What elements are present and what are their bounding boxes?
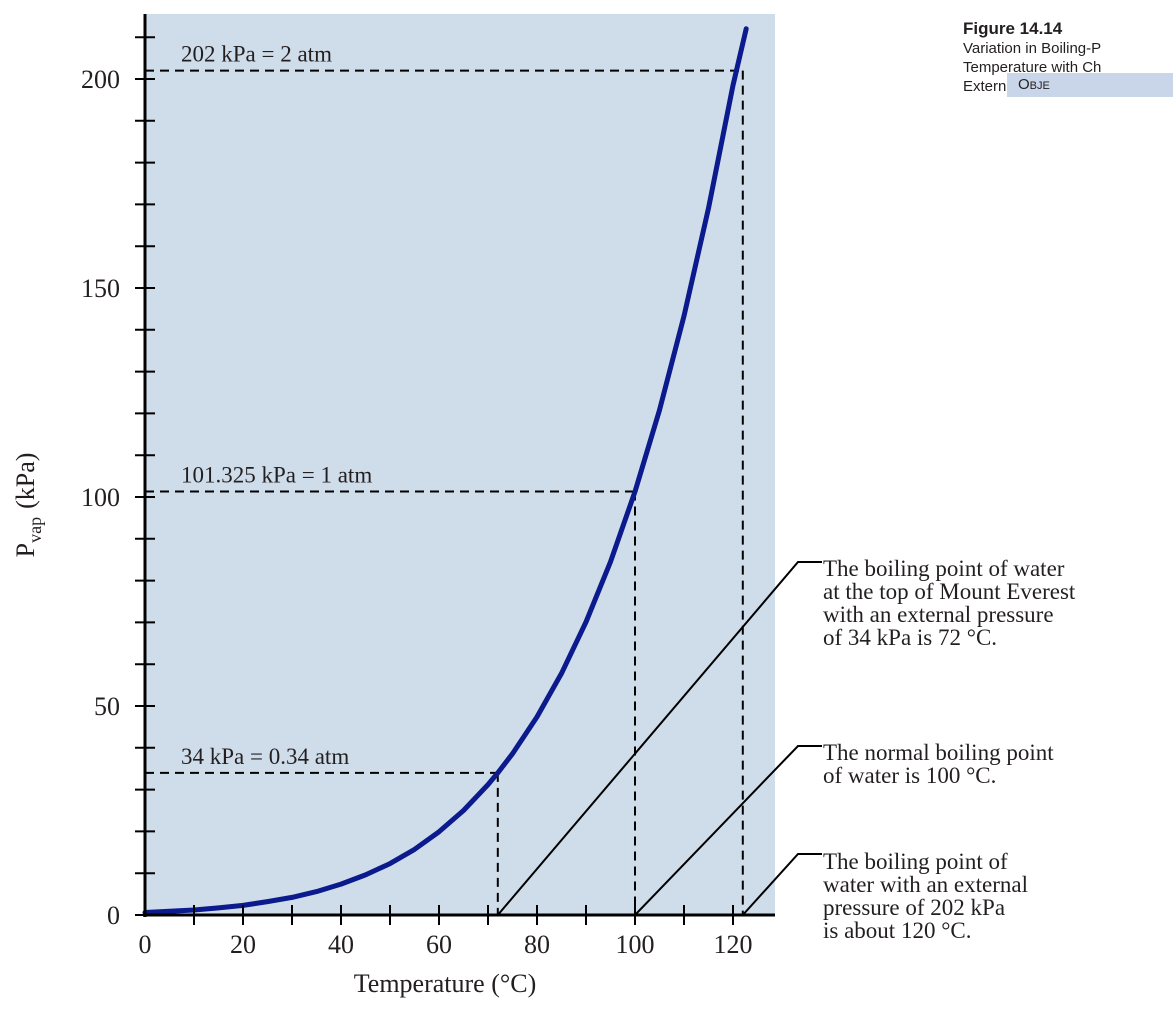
annotation-leader-line [742, 853, 822, 916]
y-axis-label-unit: (kPa) [11, 453, 40, 509]
reference-label: 202 kPa = 2 atm [181, 42, 332, 67]
x-tick-label: 60 [426, 930, 452, 959]
x-tick-label: 0 [139, 930, 152, 959]
reference-label: 34 kPa = 0.34 atm [181, 744, 349, 769]
axes [135, 14, 775, 925]
y-tick-label: 100 [81, 483, 120, 512]
x-tick-label: 120 [714, 930, 753, 959]
x-tick-label: 80 [524, 930, 550, 959]
annotation-leader-line [634, 745, 822, 916]
annotation-text: The boiling point of [823, 849, 1008, 874]
y-tick-label: 0 [107, 901, 120, 930]
y-axis-label: Pvap (kPa) [11, 453, 45, 558]
curve-layer [142, 26, 749, 915]
annotation-text: pressure of 202 kPa [823, 895, 1005, 920]
x-axis-label: Temperature (°C) [354, 969, 537, 998]
y-tick-label: 50 [94, 692, 120, 721]
reference-label: 101.325 kPa = 1 atm [181, 462, 372, 487]
figure-title: Figure 14.14 [963, 19, 1063, 38]
tick-labels: 0 50 100 150 200 0 20 40 60 80 100 120 [81, 65, 753, 959]
annotation-text: with an external pressure [823, 602, 1054, 627]
x-tick-label: 20 [230, 930, 256, 959]
y-tick-label: 200 [81, 65, 120, 94]
annotation-text: water with an external [823, 872, 1028, 897]
annotation-text: The boiling point of water [823, 556, 1065, 581]
annotation-text: of water is 100 °C. [823, 763, 996, 788]
annotation-text: The normal boiling point [823, 740, 1054, 765]
plot-area [145, 14, 775, 915]
axis-labels: Temperature (°C) Pvap (kPa) [11, 453, 536, 998]
y-axis-label-main: P [11, 543, 40, 557]
x-tick-label: 100 [616, 930, 655, 959]
annotation-text: is about 120 °C. [823, 918, 971, 943]
objectives-tab-label: Obje [1018, 76, 1050, 93]
y-axis-label-subscript: vap [25, 517, 45, 543]
figure-caption-line: Variation in Boiling-P [963, 40, 1102, 57]
figure-caption-line: Temperature with Ch [963, 59, 1102, 76]
y-tick-label: 150 [81, 274, 120, 303]
x-tick-label: 40 [328, 930, 354, 959]
reference-lines: 34 kPa = 0.34 atm 101.325 kPa = 1 atm 202 … [145, 42, 744, 915]
objectives-tab[interactable]: Obje [1007, 73, 1173, 97]
annotation-leader-line [497, 561, 822, 916]
annotation-text: of 34 kPa is 72 °C. [823, 625, 997, 650]
vapor-pressure-curve [142, 26, 749, 915]
annotation-text: at the top of Mount Everest [823, 579, 1076, 604]
